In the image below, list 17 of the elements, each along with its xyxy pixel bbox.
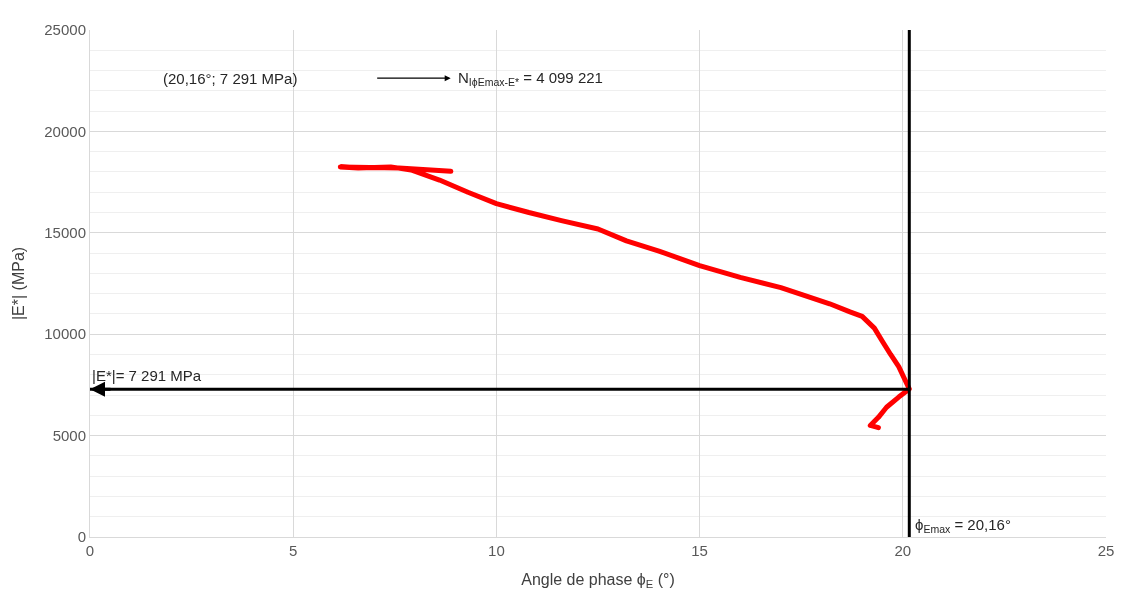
ref-line-label: ϕ$_{Emax}$ = 20,16°	[915, 516, 1011, 536]
annotation: (20,16°; 7 291 MPa)	[163, 70, 298, 87]
y-tick-label: 10000	[44, 325, 86, 343]
y-tick-label: 5000	[52, 426, 86, 444]
x-tick-label: 10	[488, 542, 505, 559]
ref-line-label: |E*|= 7 291 MPa	[92, 367, 202, 384]
x-axis-title: Angle de phase ϕ$_{E}$ (°)	[521, 570, 675, 591]
y-tick-label: 20000	[44, 122, 86, 140]
y-tick-label: 15000	[44, 224, 86, 242]
x-tick-label: 5	[289, 542, 298, 559]
y-axis-title: |E*| (MPa)	[10, 246, 28, 321]
y-tick-label: 0	[77, 528, 86, 546]
annotation: N$_{IϕEmax-E*}$ = 4 099 221	[458, 69, 603, 89]
x-tick-label: 15	[691, 542, 708, 559]
x-tick-label: 25	[1097, 542, 1115, 559]
y-tick-label: 25000	[44, 21, 86, 39]
x-tick-label: 20	[894, 542, 912, 559]
